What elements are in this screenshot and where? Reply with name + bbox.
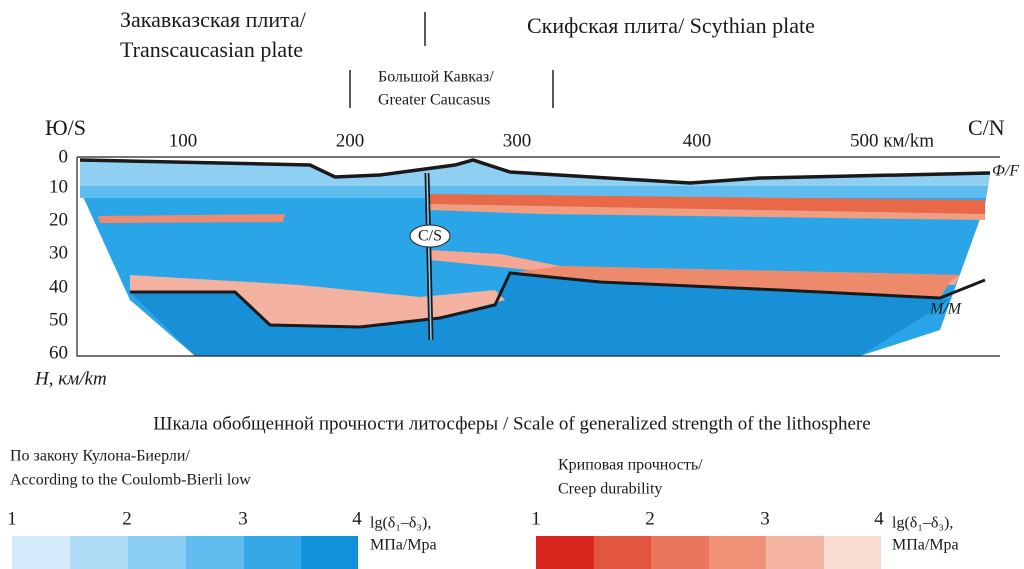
moho-label: M/M bbox=[929, 301, 963, 318]
center-label: Greater Caucasus bbox=[378, 92, 490, 109]
scale-tick: 1 bbox=[7, 508, 17, 529]
center-label: Большой Кавказ/ bbox=[378, 69, 494, 86]
x-tick: 400 bbox=[683, 130, 712, 151]
y-tick: 10 bbox=[49, 176, 68, 197]
scale-unit: МПа/Мpa bbox=[892, 537, 959, 554]
cross-section bbox=[77, 157, 1000, 356]
y-tick: 40 bbox=[49, 276, 68, 297]
surface-label: Ф/F bbox=[992, 163, 1019, 180]
x-tick: 500 км/km bbox=[850, 130, 934, 151]
depth-label: H, км/km bbox=[34, 368, 107, 389]
scale-title: Криповая прочность/ bbox=[558, 457, 703, 474]
right-plate: Скифская плита/ Scythian plate bbox=[527, 13, 815, 38]
x-tick: 200 bbox=[336, 130, 365, 151]
y-tick: 60 bbox=[49, 342, 68, 363]
left-plate: Transcaucasian plate bbox=[120, 37, 303, 62]
y-tick: 50 bbox=[49, 309, 68, 330]
north: C/N bbox=[968, 115, 1005, 140]
scale-tick: 2 bbox=[122, 508, 132, 529]
south: Ю/S bbox=[45, 115, 86, 140]
scale-tick: 2 bbox=[645, 508, 655, 529]
creep-scale bbox=[536, 536, 881, 569]
left-plate: Закавказская плита/ bbox=[120, 7, 307, 32]
x-tick: 300 bbox=[503, 130, 532, 151]
scale-unit: МПа/Мpa bbox=[370, 537, 437, 554]
scale-tick: 3 bbox=[238, 508, 248, 529]
coulomb-scale bbox=[12, 536, 358, 569]
fault-label: C/S bbox=[418, 228, 442, 245]
scale-tick: 4 bbox=[352, 508, 362, 529]
scale-title: По закону Кулона-Биерли/ bbox=[10, 448, 190, 465]
scale-tick: 3 bbox=[760, 508, 770, 529]
y-tick: 0 bbox=[59, 146, 69, 167]
scale-tick: 4 bbox=[874, 508, 884, 529]
legend-title: Шкала обобщенной прочности литосферы / S… bbox=[153, 413, 870, 434]
scale-title: Creep durability bbox=[558, 481, 662, 498]
figure: Закавказская плита/ Transcaucasian plate… bbox=[0, 0, 1024, 569]
scale-title: According to the Coulomb-Bierli low bbox=[10, 472, 251, 489]
y-tick: 20 bbox=[49, 209, 68, 230]
y-tick: 30 bbox=[49, 242, 68, 263]
scale-unit: lg(δ₁–δ₃), bbox=[370, 515, 431, 532]
scale-tick: 1 bbox=[531, 508, 541, 529]
scale-unit: lg(δ₁–δ₃), bbox=[892, 515, 953, 532]
x-tick: 100 bbox=[169, 130, 198, 151]
